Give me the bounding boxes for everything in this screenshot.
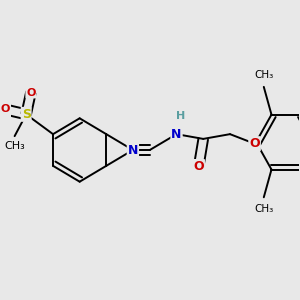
Text: N: N (171, 128, 182, 141)
Text: CH₃: CH₃ (254, 70, 273, 80)
Text: H: H (176, 111, 185, 121)
Text: CH₃: CH₃ (254, 204, 273, 214)
Text: S: S (128, 143, 137, 157)
Text: O: O (249, 137, 260, 150)
Text: S: S (22, 108, 31, 121)
Text: CH₃: CH₃ (4, 141, 25, 151)
Text: N: N (128, 143, 138, 157)
Text: O: O (193, 160, 204, 173)
Text: O: O (26, 88, 36, 98)
Text: O: O (0, 104, 10, 114)
